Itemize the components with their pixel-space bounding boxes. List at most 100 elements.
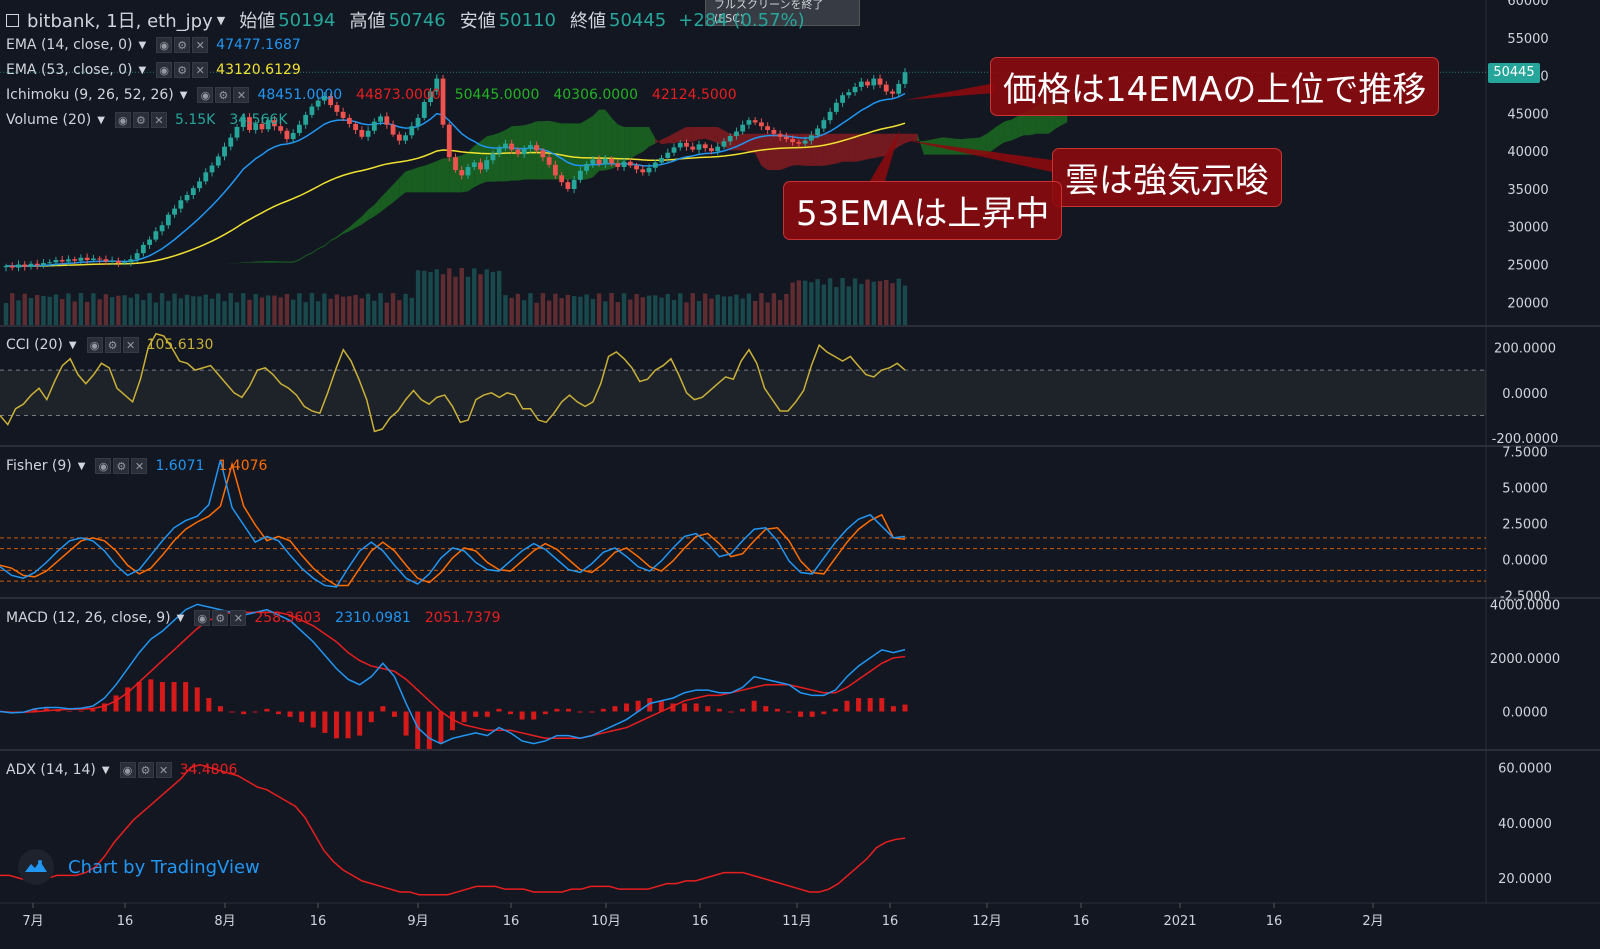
close-icon[interactable]: ✕ [122,337,139,353]
candle-body [609,158,614,164]
gear-icon[interactable]: ⚙ [132,112,149,128]
ichimoku-cloud-segment [480,136,487,185]
ichimoku-cloud-segment [786,133,793,168]
price-axis-label: 40000 [1507,145,1548,160]
macd-histogram-bar [229,711,235,713]
candle-body [596,159,602,165]
callout-ema53-rising[interactable]: 53EMAは上昇中 [783,181,1063,240]
eye-icon[interactable]: ◉ [197,87,214,103]
gear-icon[interactable]: ⚙ [137,762,154,778]
eye-icon[interactable]: ◉ [156,62,173,78]
eye-icon[interactable]: ◉ [86,337,103,353]
legend-ema14-label[interactable]: EMA (14, close, 0) [6,37,133,53]
chevron-down-icon[interactable]: ▼ [68,339,77,351]
close-value: 50445 [609,9,667,31]
chevron-down-icon[interactable]: ▼ [101,764,110,776]
macd-histogram-bar [577,711,583,713]
ichimoku-cloud-segment [954,138,962,155]
gear-icon[interactable]: ⚙ [212,610,229,626]
macd-histogram-bar [333,711,339,739]
legend-fisher-label[interactable]: Fisher (9) [6,458,72,474]
exit-fullscreen-tooltip[interactable]: フルスクリーンを終了 (ESC) [705,0,860,26]
candle-body [783,136,789,140]
chevron-down-icon[interactable]: ▼ [216,13,226,27]
volume-bar [403,293,408,325]
close-icon[interactable]: ✕ [131,458,148,474]
symbol-title[interactable]: bitbank, 1日, eth_jpy [27,11,213,32]
volume-bar [528,293,533,325]
ichimoku-cloud-segment [842,133,849,162]
tradingview-watermark[interactable]: Chart by TradingView [18,849,260,885]
chevron-down-icon[interactable]: ▼ [138,64,147,76]
volume-bar [646,295,652,325]
ichimoku-cloud-segment [861,133,868,161]
eye-icon[interactable]: ◉ [119,762,136,778]
macd-histogram-bar [531,711,537,720]
chevron-down-icon[interactable]: ▼ [97,114,105,126]
gear-icon[interactable]: ⚙ [174,37,191,53]
close-icon[interactable]: ✕ [192,62,209,78]
eye-icon[interactable]: ◉ [95,458,112,474]
legend-adx-label[interactable]: ADX (14, 14) [6,762,96,778]
volume-bar [209,298,215,325]
adx-line [0,764,906,896]
macd-histogram-bar [600,708,606,712]
volume-bar [109,297,115,325]
candle-body [72,259,78,261]
volume-bar [241,293,246,325]
candle-body [883,84,889,92]
close-icon[interactable]: ✕ [150,112,167,128]
macd-histogram-bar [798,711,804,717]
eye-icon[interactable]: ◉ [194,610,211,626]
close-icon[interactable]: ✕ [155,762,172,778]
ichimoku-cloud-segment [836,133,843,164]
close-icon[interactable]: ✕ [233,87,250,103]
x-tick-label: 7月 [22,914,43,929]
close-icon[interactable]: ✕ [230,610,247,626]
ichimoku-cloud-segment [393,177,400,203]
callout-cloud-bullish[interactable]: 雲は強気示唆 [1052,148,1282,207]
legend-cci-label[interactable]: CCI (20) [6,337,63,353]
chevron-down-icon[interactable]: ▼ [176,612,185,624]
candle-body [415,117,421,127]
ichimoku-cloud-segment [411,167,419,193]
volume-bar [134,293,140,325]
gear-icon[interactable]: ⚙ [113,458,130,474]
gear-icon[interactable]: ⚙ [174,62,191,78]
macd-signal-line [0,611,906,740]
candle-body [321,95,327,101]
candle-body [328,95,334,106]
ichimoku-cloud-segment [986,129,993,155]
volume-bar [297,293,302,325]
legend-ema53-label[interactable]: EMA (53, close, 0) [6,62,133,78]
candle-body [484,160,490,170]
candle-body [446,124,452,158]
macd-histogram-bar [380,706,386,712]
macd-histogram-bar [183,682,189,712]
macd-histogram-bar [740,708,746,712]
legend-ichimoku-span-b: 42124.5000 [651,87,737,103]
collapse-icon[interactable] [6,13,19,27]
chevron-down-icon[interactable]: ▼ [77,460,86,472]
low-value: 50110 [498,9,556,31]
close-icon[interactable]: ✕ [192,37,209,53]
callout-price-above-ema14[interactable]: 価格は14EMAの上位で推移 [990,57,1440,116]
gear-icon[interactable]: ⚙ [215,87,232,103]
ichimoku-cloud-segment [992,125,999,151]
macd-histogram-bar [322,711,328,733]
legend-macd-label[interactable]: MACD (12, 26, close, 9) [6,610,171,626]
legend-volume-label[interactable]: Volume (20) [6,112,92,128]
legend-ichimoku-label[interactable]: Ichimoku (9, 26, 52, 26) [6,87,174,103]
chevron-down-icon[interactable]: ▼ [179,89,188,101]
candle-body [240,117,246,127]
volume-bar [453,276,458,325]
eye-icon[interactable]: ◉ [156,37,173,53]
eye-icon[interactable]: ◉ [114,112,131,128]
gear-icon[interactable]: ⚙ [104,337,121,353]
legend-cci-value: 105.6130 [146,337,214,353]
legend-ema53: EMA (53, close, 0) ▼ ◉ ⚙ ✕ 43120.6129 [6,62,315,78]
volume-bar [53,294,59,325]
volume-bar [821,284,827,325]
chevron-down-icon[interactable]: ▼ [138,39,147,51]
